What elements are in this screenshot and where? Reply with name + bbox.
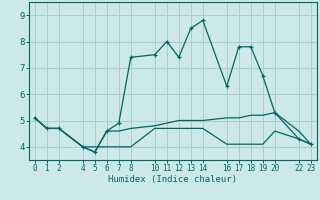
X-axis label: Humidex (Indice chaleur): Humidex (Indice chaleur) (108, 175, 237, 184)
